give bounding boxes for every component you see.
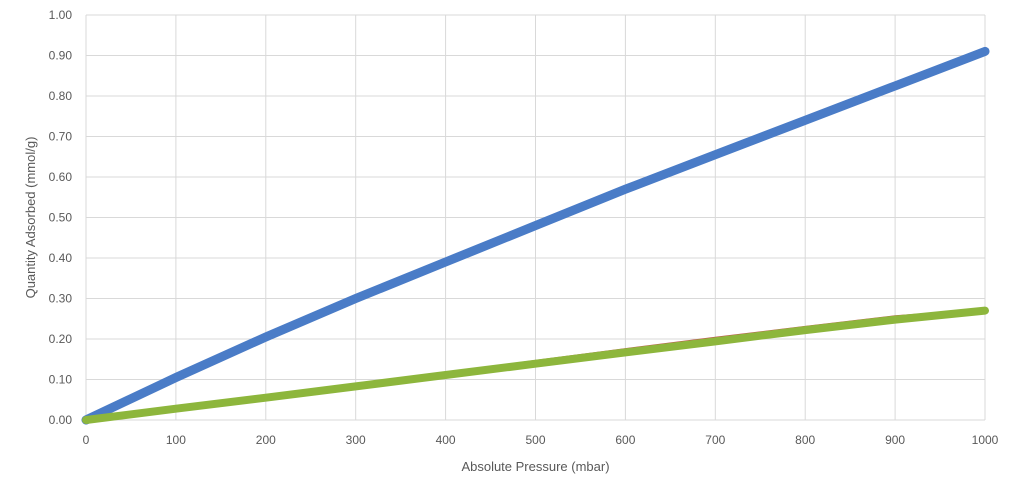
- series-line-1: [81, 46, 990, 425]
- x-tick-label: 800: [795, 433, 815, 447]
- y-tick-label: 0.60: [49, 170, 73, 184]
- x-axis-title: Absolute Pressure (mbar): [461, 459, 609, 474]
- x-tick-label: 900: [885, 433, 905, 447]
- series-layer: [81, 46, 990, 425]
- x-tick-label: 200: [256, 433, 276, 447]
- y-axis-title: Quantity Adsorbed (mmol/g): [23, 137, 38, 299]
- grid: [85, 14, 986, 421]
- x-tick-label: 1000: [972, 433, 999, 447]
- x-tick-label: 700: [705, 433, 725, 447]
- y-tick-label: 0.70: [49, 130, 73, 144]
- x-tick-label: 300: [346, 433, 366, 447]
- y-tick-label: 0.30: [49, 292, 73, 306]
- y-tick-label: 1.00: [49, 8, 73, 22]
- x-tick-label: 500: [525, 433, 545, 447]
- y-tick-label: 0.40: [49, 251, 73, 265]
- x-tick-label: 0: [83, 433, 90, 447]
- x-tick-label: 100: [166, 433, 186, 447]
- y-tick-label: 0.00: [49, 413, 73, 427]
- x-tick-label: 400: [436, 433, 456, 447]
- y-axis-ticks: 0.00 0.10 0.20 0.30 0.40 0.50 0.60 0.70 0.80 0.90…: [49, 8, 73, 427]
- y-tick-label: 0.90: [49, 49, 73, 63]
- x-axis-ticks: 0 100 200 300 400 500 600 700 800 900 1000: [83, 433, 999, 447]
- y-tick-label: 0.80: [49, 89, 73, 103]
- y-tick-label: 0.50: [49, 211, 73, 225]
- x-tick-label: 600: [615, 433, 635, 447]
- series-line-3: [82, 306, 989, 424]
- y-tick-label: 0.20: [49, 332, 73, 346]
- y-tick-label: 0.10: [49, 373, 73, 387]
